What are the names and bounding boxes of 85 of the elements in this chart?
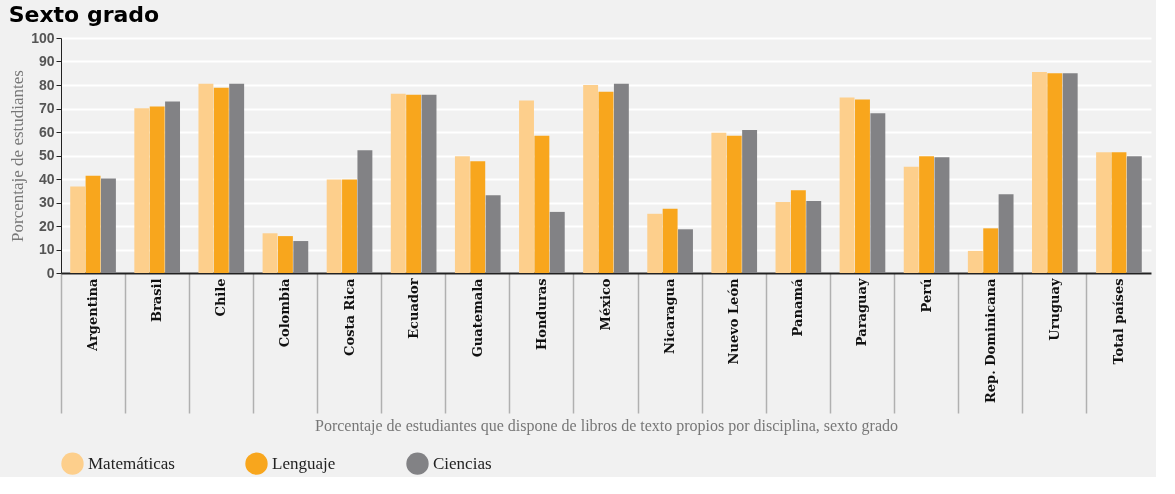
- bar: [213, 87, 229, 273]
- x-tick-label: Argentina: [85, 277, 101, 353]
- bar: [293, 241, 309, 273]
- y-tick-label: 70: [38, 100, 55, 116]
- x-tick-label: Honduras: [533, 278, 549, 351]
- bar: [534, 135, 550, 273]
- bar: [678, 229, 693, 273]
- bar: [1096, 152, 1112, 273]
- bar: [70, 186, 86, 273]
- x-tick-label: México: [598, 278, 613, 331]
- bar: [198, 83, 214, 273]
- bar: [165, 101, 181, 273]
- bar: [742, 129, 758, 273]
- bar: [421, 94, 437, 273]
- bar: [277, 236, 293, 273]
- bar: [775, 202, 791, 273]
- bar: [647, 213, 663, 273]
- bar: [342, 179, 357, 273]
- bar: [967, 250, 983, 273]
- bar: [662, 208, 678, 273]
- bar: [919, 156, 935, 273]
- x-tick-label: Colombia: [277, 277, 293, 348]
- y-tick-label: 80: [38, 76, 55, 93]
- legend-label: Ciencias: [433, 453, 492, 473]
- x-tick-label: Panamá: [790, 277, 806, 337]
- bar: [149, 106, 165, 273]
- x-tick-label: Guatemala: [469, 277, 485, 358]
- bar: [390, 93, 406, 273]
- bar: [454, 156, 470, 273]
- x-tick-label: Uruguay: [1046, 278, 1062, 341]
- y-tick-label: 0: [46, 264, 55, 281]
- y-tick-label: 10: [38, 241, 55, 257]
- x-tick-label: Perú: [918, 278, 934, 313]
- bar: [485, 195, 501, 273]
- y-tick-label: 60: [38, 123, 55, 140]
- x-tick-label: Nuevo León: [726, 277, 742, 365]
- y-tick-label: 20: [38, 217, 55, 234]
- x-tick-label: Brasil: [149, 278, 165, 322]
- bar: [1111, 152, 1127, 273]
- y-tick-label: 90: [38, 53, 55, 69]
- bar: [470, 161, 486, 273]
- y-tick-label: 30: [38, 194, 55, 210]
- bar: [262, 233, 278, 273]
- bar: [406, 94, 422, 273]
- bar: [1031, 72, 1047, 273]
- bar: [100, 178, 116, 273]
- x-tick-label: Paraguay: [854, 278, 870, 347]
- x-tick-label: Ecuador: [405, 278, 421, 339]
- chart-title: Sexto grado: [8, 2, 160, 27]
- bar: [519, 100, 534, 273]
- y-axis-title: Porcentaje de estudiantes: [8, 70, 28, 242]
- bar: [870, 113, 886, 273]
- y-tick-label: 40: [38, 170, 55, 187]
- bar: [1126, 156, 1142, 273]
- bar: [326, 179, 342, 273]
- x-tick-label: Costa Rica: [341, 277, 357, 356]
- bar: [229, 83, 245, 273]
- bar: [998, 194, 1014, 273]
- y-tick-label: 50: [38, 147, 55, 163]
- bar: [583, 85, 599, 273]
- bar: [839, 97, 855, 273]
- x-tick-label: Nicaragua: [662, 277, 678, 354]
- bar: [934, 157, 950, 273]
- bar: [1062, 73, 1078, 273]
- legend-label: Matemáticas: [88, 453, 175, 473]
- bar: [726, 135, 742, 273]
- bar: [549, 211, 565, 273]
- bar: [357, 150, 373, 273]
- bar: [983, 228, 999, 273]
- bar: [806, 201, 822, 273]
- bar: [903, 166, 919, 273]
- bar: [790, 190, 806, 273]
- y-tick-label: 100: [31, 29, 55, 46]
- x-tick-label: Chile: [213, 278, 229, 317]
- legend-label: Lenguaje: [272, 453, 336, 473]
- x-tick-label: Total países: [1110, 278, 1126, 365]
- bar: [85, 175, 101, 273]
- bar: [134, 108, 150, 273]
- x-tick-label: Rep. Dominicana: [982, 277, 998, 403]
- bar: [1047, 73, 1063, 273]
- bar: [711, 132, 727, 273]
- bar: [855, 99, 870, 273]
- bar: [613, 83, 629, 273]
- x-axis-title: Porcentaje de estudiantes que dispone de libros de texto propios por disciplina, sexto grado: [315, 417, 898, 436]
- bar: [598, 91, 614, 273]
